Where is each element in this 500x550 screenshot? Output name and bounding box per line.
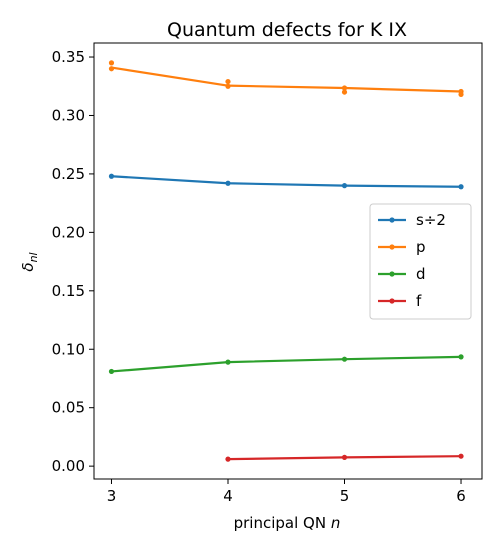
y-tick-label: 0.25 <box>52 165 85 183</box>
series-1 <box>108 60 464 98</box>
series-point <box>108 60 115 66</box>
y-axis-label: δnl <box>19 252 40 271</box>
legend-swatch-marker <box>389 244 395 250</box>
series-2 <box>108 354 464 375</box>
y-tick-label: 0.35 <box>52 48 85 66</box>
legend-swatch-marker <box>389 271 395 277</box>
x-tick-label: 5 <box>340 487 350 505</box>
x-tick-label: 4 <box>223 487 233 505</box>
y-tick-label: 0.10 <box>52 340 85 358</box>
series-point <box>341 183 348 189</box>
series-point <box>341 356 348 362</box>
series-point <box>341 454 348 460</box>
series-point <box>108 368 115 375</box>
legend-swatch-marker <box>389 217 395 223</box>
series-point <box>458 453 464 459</box>
chart-title: Quantum defects for K IX <box>167 19 407 41</box>
series-point <box>225 83 231 89</box>
y-tick-label: 0.05 <box>52 399 85 417</box>
legend: s÷2 pdf <box>369 203 472 320</box>
legend-label: d <box>416 265 426 283</box>
series-point <box>108 66 115 72</box>
y-axis-label-subscript: nl <box>27 252 40 262</box>
y-tick-label: 0.15 <box>52 282 85 300</box>
x-axis-label-text: principal QN <box>234 514 326 532</box>
legend-box <box>369 203 472 320</box>
series-point <box>225 456 231 462</box>
series-point <box>341 85 348 91</box>
x-tick-label: 6 <box>456 487 466 505</box>
y-tick-label: 0.00 <box>52 457 85 475</box>
series-point <box>225 359 231 365</box>
series-point <box>458 91 464 98</box>
legend-label: f <box>416 292 422 310</box>
y-tick-label: 0.30 <box>52 106 85 124</box>
legend-swatch-marker <box>389 298 395 304</box>
plot-frame <box>93 42 483 480</box>
series-0 <box>108 173 464 190</box>
series-point <box>458 354 464 360</box>
series-point <box>225 78 231 85</box>
x-tick-label: 3 <box>107 487 117 505</box>
series-line <box>110 175 463 188</box>
series-point <box>341 89 348 95</box>
x-axis-label-variable: n <box>331 514 341 532</box>
y-axis-label-symbol: δ <box>19 262 37 271</box>
legend-label: s÷2 <box>416 211 446 229</box>
series-point <box>458 184 464 190</box>
series-line <box>110 355 463 373</box>
y-tick-label: 0.20 <box>52 223 85 241</box>
x-axis-ticks: 3 4 5 6 <box>107 479 466 505</box>
y-axis-ticks: 0.00 0.05 0.10 0.15 0.20 0.25 0.30 0.35 <box>52 48 94 475</box>
plot-area <box>108 60 464 462</box>
series-line <box>110 66 463 93</box>
series-3 <box>225 453 464 462</box>
series-point <box>225 180 231 186</box>
series-point <box>108 173 115 179</box>
x-axis-label: principal QN n <box>234 514 341 532</box>
legend-label: p <box>416 238 426 256</box>
